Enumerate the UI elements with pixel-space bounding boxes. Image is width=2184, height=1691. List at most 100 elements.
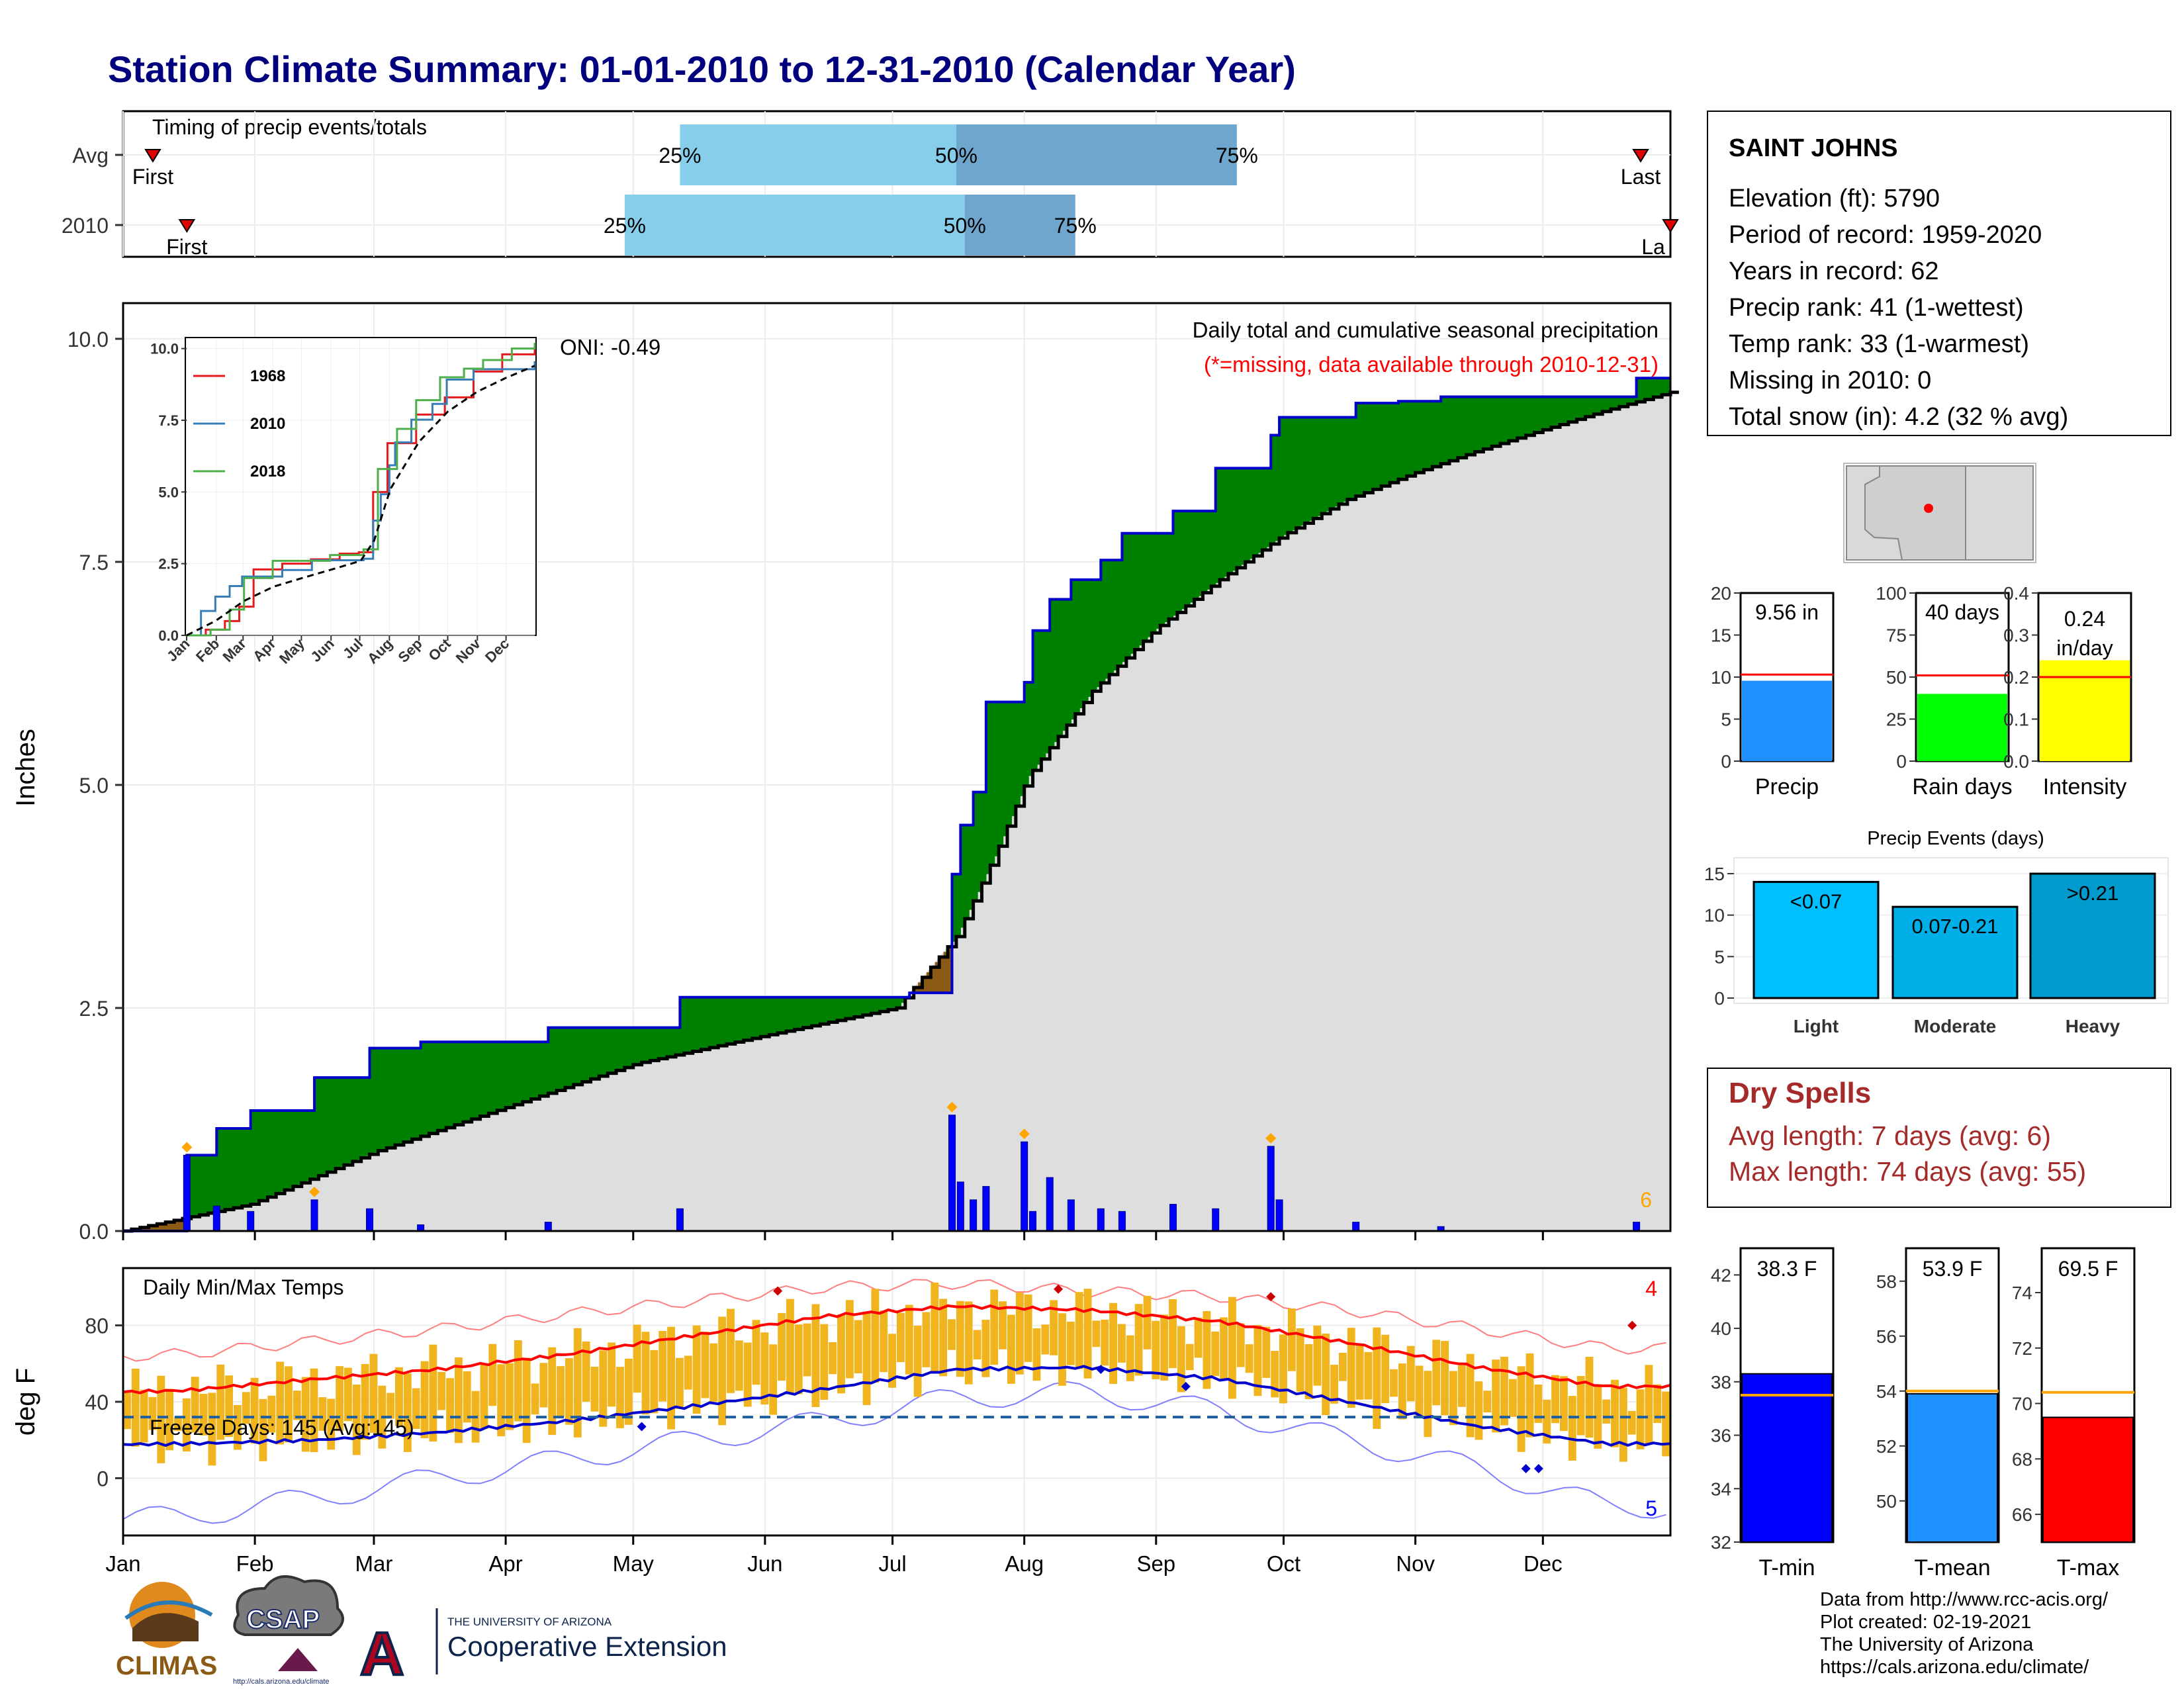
daily-temp-bar: [1509, 1379, 1517, 1417]
above-average-area: [225, 1128, 230, 1210]
above-average-area: [999, 702, 1003, 846]
above-average-area: [621, 1028, 625, 1070]
above-average-area: [812, 997, 817, 1026]
above-average-area: [1381, 403, 1386, 486]
month-label: Apr: [488, 1551, 522, 1576]
above-average-area: [1586, 397, 1590, 417]
above-average-area: [1041, 631, 1046, 759]
station-detail-line: Elevation (ft): 5790: [1729, 185, 1940, 212]
above-average-area: [1211, 511, 1216, 586]
daily-temp-bar: [1118, 1324, 1126, 1363]
above-average-area: [195, 1155, 200, 1216]
dry-spells-title: Dry Spells: [1729, 1077, 1871, 1109]
daily-temp-bar: [727, 1309, 735, 1393]
above-average-area: [1581, 397, 1586, 418]
above-average-area: [1577, 397, 1582, 420]
daily-temp-bar: [123, 1392, 131, 1429]
above-average-area: [1220, 468, 1224, 580]
above-average-area: [642, 1028, 647, 1063]
daily-precip-bar: [970, 1200, 977, 1231]
above-average-area: [1556, 397, 1561, 426]
station-detail-line: Precip rank: 41 (1-wettest): [1729, 294, 2024, 322]
month-label: Oct: [1267, 1551, 1300, 1576]
daily-temp-bar: [1279, 1334, 1287, 1403]
above-average-area: [1534, 397, 1539, 433]
precip-count-label: 6: [1640, 1188, 1652, 1212]
above-average-area: [786, 997, 791, 1031]
above-average-area: [790, 997, 795, 1030]
daily-temp-bar: [1092, 1320, 1100, 1347]
logos: CLIMAS CSAP http://cals.arizona.edu/clim…: [116, 1577, 727, 1688]
above-average-area: [1437, 401, 1441, 465]
daily-precip-bar: [1170, 1205, 1177, 1231]
above-average-area: [1483, 397, 1488, 449]
daily-temp-bar: [786, 1299, 794, 1393]
above-average-area: [672, 1028, 676, 1056]
above-average-area: [1037, 631, 1042, 765]
above-average-area: [348, 1077, 353, 1163]
above-average-area: [1645, 378, 1649, 399]
daily-temp-bar: [1126, 1336, 1134, 1381]
above-average-area: [1190, 511, 1195, 602]
above-average-area: [1611, 397, 1615, 409]
above-average-area: [782, 997, 787, 1032]
daily-temp-bar: [1645, 1365, 1653, 1443]
above-average-area: [702, 997, 706, 1050]
above-average-area: [1084, 580, 1089, 703]
above-average-area: [1453, 397, 1458, 459]
station-detail-line: Period of record: 1959-2020: [1729, 221, 2042, 249]
above-average-area: [1067, 600, 1071, 725]
daily-precip-bar: [1353, 1222, 1359, 1231]
above-average-area: [1075, 580, 1080, 714]
small-bar-tick-label: 0: [1896, 751, 1907, 772]
events-tick-label: 5: [1714, 946, 1725, 967]
above-average-area: [1322, 418, 1326, 514]
above-average-area: [1118, 560, 1122, 666]
above-average-area: [276, 1111, 281, 1193]
above-average-area: [1518, 397, 1522, 438]
above-average-area: [684, 997, 689, 1053]
above-average-area: [302, 1111, 306, 1183]
daily-temp-bar: [1067, 1322, 1075, 1365]
daily-temp-bar: [1619, 1388, 1627, 1462]
daily-temp-bar: [1569, 1396, 1576, 1461]
red-count-label: 4: [1645, 1277, 1657, 1301]
temp-bar-tick-label: 54: [1876, 1381, 1897, 1402]
above-average-area: [1250, 468, 1254, 559]
above-average-area: [1267, 468, 1271, 547]
above-average-area: [1058, 600, 1063, 737]
daily-temp-bar: [1152, 1321, 1160, 1379]
temp-bar-value: [2043, 1418, 2133, 1542]
above-average-area: [1449, 397, 1454, 461]
above-average-area: [1513, 397, 1518, 439]
above-average-area: [1369, 403, 1373, 491]
small-bar-tick-label: 0.0: [2003, 751, 2029, 772]
month-label: Jan: [105, 1551, 140, 1576]
daily-temp-bar: [1101, 1320, 1109, 1365]
above-average-area: [646, 1028, 651, 1062]
temp-bar-value-label: 38.3 F: [1757, 1257, 1817, 1281]
above-average-area: [1254, 468, 1259, 556]
above-average-area: [1144, 533, 1148, 641]
daily-temp-bar: [480, 1364, 488, 1429]
above-average-area: [1402, 401, 1407, 477]
daily-temp-bar: [1577, 1376, 1585, 1436]
daily-temp-bar: [1416, 1365, 1424, 1418]
above-average-area: [255, 1111, 259, 1203]
daily-temp-bar: [931, 1283, 938, 1373]
above-average-area: [378, 1048, 383, 1151]
daily-temp-bar: [803, 1324, 811, 1377]
above-average-area: [888, 997, 893, 1010]
above-average-area: [208, 1155, 212, 1213]
above-average-area: [1569, 397, 1573, 422]
above-average-area: [285, 1111, 289, 1190]
above-average-area: [574, 1028, 578, 1085]
above-average-area: [230, 1128, 234, 1209]
daily-precip-bar: [545, 1222, 551, 1231]
above-average-area: [604, 1028, 608, 1075]
above-average-area: [595, 1028, 600, 1077]
inset-y-tick-label: 2.5: [158, 556, 179, 572]
locator-map: [1844, 463, 2036, 563]
daily-temp-bar: [1169, 1299, 1177, 1368]
